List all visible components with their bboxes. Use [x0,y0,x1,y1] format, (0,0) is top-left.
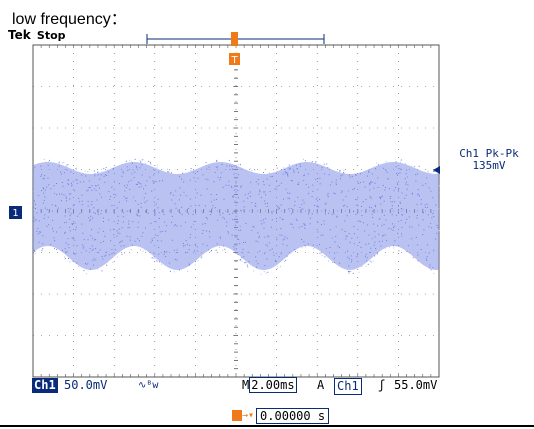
measurement-label: Ch1 Pk-Pk [459,147,519,160]
brand-label: Tek [8,28,31,42]
measurement-value: 135mV [472,159,506,172]
trigger-pos-icon [232,410,242,421]
ch1-marker-label: 1 [12,208,18,219]
volts-per-div: 50.0mV [64,378,108,392]
measurement-readout: Ch1 Pk-Pk 135mV [447,148,531,172]
trigger-mode: A [317,378,325,392]
timebase-readout: M 2.00ms [242,377,297,393]
status-bar: Ch1 50.0mV ∿ᴮw M 2.00ms A Ch1 ʃ 55.0mV [32,377,444,395]
trigger-source: Ch1 [334,378,362,395]
trigger-position-value: 0.00000 s [256,407,330,424]
trigger-slope-icon: ʃ [378,378,386,392]
coupling-icon: ∿ᴮw [138,380,159,391]
page-heading: low frequency： [12,11,127,28]
timebase-value: 2.00ms [249,377,297,393]
scope-brand: Tek Stop [8,28,66,42]
timebase-prefix: M [242,378,250,392]
trigger-marker-label: T [230,55,238,66]
divider-line [0,425,534,427]
trigger-position-marker[interactable]: T [229,32,240,66]
ch1-trace [33,158,440,275]
ch1-ground-marker[interactable]: 1 [9,206,22,219]
arrow-right-icon: →▾ [242,410,255,421]
trigger-level: 55.0mV [394,378,438,392]
trigger-position-readout: →▾ 0.00000 s [232,407,330,424]
trigger-level-arrow [433,166,440,174]
channel-badge[interactable]: Ch1 [32,378,58,393]
run-state: Stop [36,29,66,42]
